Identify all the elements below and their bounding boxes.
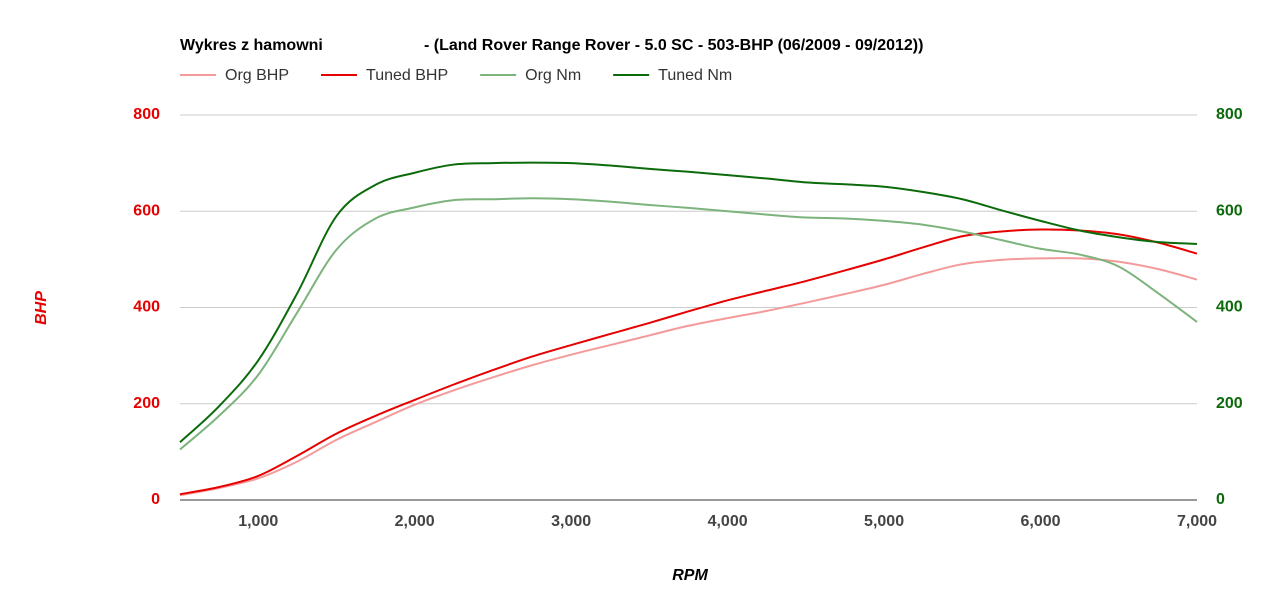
x-axis-title: RPM (672, 567, 708, 584)
x-tick-label: 5,000 (864, 513, 904, 530)
legend-label: Tuned BHP (366, 67, 448, 84)
y2-tick-label: 0 (1216, 491, 1225, 508)
y-axis-title: BHP (33, 291, 50, 325)
x-tick-label: 6,000 (1021, 513, 1061, 530)
y2-tick-label: 200 (1216, 395, 1243, 412)
y-tick-label: 400 (133, 299, 160, 316)
y2-tick-label: 600 (1216, 202, 1243, 219)
y-tick-label: 200 (133, 395, 160, 412)
x-tick-label: 2,000 (395, 513, 435, 530)
chart-subtitle: - (Land Rover Range Rover - 5.0 SC - 503… (424, 37, 923, 54)
y-tick-label: 600 (133, 202, 160, 219)
y2-tick-label: 400 (1216, 299, 1243, 316)
y2-tick-label: 800 (1216, 106, 1243, 123)
legend-label: Tuned Nm (658, 67, 732, 84)
series-line (179, 161, 1198, 443)
y-tick-label: 0 (151, 491, 160, 508)
legend-label: Org BHP (225, 67, 289, 84)
series-line (179, 197, 1198, 451)
x-tick-label: 1,000 (238, 513, 278, 530)
x-tick-label: 4,000 (708, 513, 748, 530)
x-tick-label: 7,000 (1177, 513, 1217, 530)
chart-title: Wykres z hamowni (180, 37, 323, 54)
legend-label: Org Nm (525, 67, 581, 84)
series-line (179, 228, 1198, 496)
y-tick-label: 800 (133, 106, 160, 123)
x-tick-label: 3,000 (551, 513, 591, 530)
series-line (179, 257, 1198, 497)
